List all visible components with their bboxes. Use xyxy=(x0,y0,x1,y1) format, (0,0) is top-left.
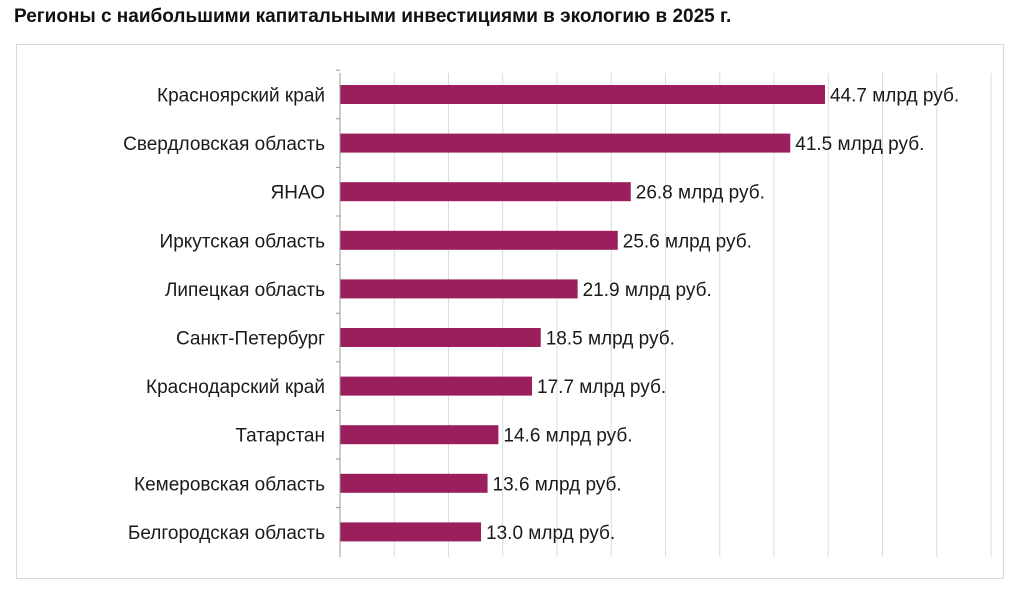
bar xyxy=(340,328,541,347)
bar xyxy=(340,425,499,445)
data-label: 41.5 млрд руб. xyxy=(795,134,924,155)
category-label: Липецкая область xyxy=(165,280,325,301)
data-label: 44.7 млрд руб. xyxy=(830,86,959,107)
bar xyxy=(340,473,488,493)
chart-title: Регионы с наибольшими капитальными инвес… xyxy=(14,6,732,27)
bar xyxy=(340,85,825,104)
data-label: 26.8 млрд руб. xyxy=(636,183,765,204)
category-label: Татарстан xyxy=(235,426,325,447)
category-labels: Красноярский край Свердловская область ЯНА… xyxy=(123,86,325,544)
data-label: 13.0 млрд руб. xyxy=(486,523,615,544)
data-label: 17.7 млрд руб. xyxy=(537,377,666,398)
data-labels: 44.7 млрд руб. 41.5 млрд руб. 26.8 млрд ру… xyxy=(486,86,959,544)
bar xyxy=(340,522,482,542)
bar xyxy=(340,376,533,396)
data-label: 14.6 млрд руб. xyxy=(503,426,632,447)
category-label: Красноярский край xyxy=(157,86,325,107)
data-label: 13.6 млрд руб. xyxy=(493,474,622,495)
category-label: Кемеровская область xyxy=(134,474,325,495)
bar xyxy=(340,230,618,250)
data-label: 18.5 млрд руб. xyxy=(546,329,675,350)
bar xyxy=(340,279,578,299)
bars-group xyxy=(336,69,825,542)
gridlines xyxy=(393,73,992,557)
category-label: Свердловская область xyxy=(123,134,325,155)
category-label: Иркутская область xyxy=(160,231,326,252)
category-label: Краснодарский край xyxy=(146,377,325,398)
data-label: 21.9 млрд руб. xyxy=(583,280,712,301)
bar xyxy=(340,182,631,202)
bar xyxy=(340,133,791,153)
category-label: Белгородская область xyxy=(128,523,325,544)
bar-chart: Красноярский край Свердловская область ЯНА… xyxy=(123,69,992,557)
category-label: Санкт-Петербург xyxy=(176,329,325,350)
chart-area: Красноярский край Свердловская область ЯНА… xyxy=(16,44,1004,579)
data-label: 25.6 млрд руб. xyxy=(623,231,752,252)
category-label: ЯНАО xyxy=(271,183,325,204)
